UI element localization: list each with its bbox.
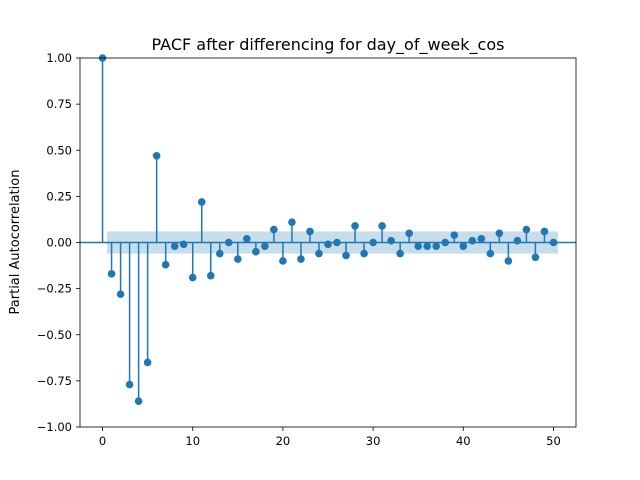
- pacf-point: [324, 240, 332, 249]
- y-tick-label: −0.50: [37, 328, 72, 342]
- pacf-point: [513, 236, 522, 245]
- y-axis-label: Partial Autocorrelation: [8, 170, 23, 315]
- pacf-point: [495, 229, 504, 238]
- pacf-point: [297, 255, 305, 263]
- pacf-point: [270, 225, 278, 234]
- pacf-point: [143, 358, 152, 367]
- x-tick-label: 10: [185, 434, 200, 448]
- pacf-point: [261, 242, 269, 250]
- pacf-point: [125, 380, 134, 389]
- x-axis-ticks: 0 10 20 30 40 50: [99, 427, 561, 448]
- pacf-point: [486, 249, 495, 258]
- chart-title: PACF after differencing for day_of_week_…: [152, 35, 505, 55]
- pacf-point: [396, 249, 404, 258]
- pacf-point: [549, 238, 558, 247]
- pacf-point: [468, 236, 477, 245]
- y-tick-label: 0.50: [46, 143, 72, 157]
- pacf-point: [225, 238, 233, 247]
- x-tick-label: 40: [456, 434, 471, 448]
- y-tick-label: −0.25: [37, 282, 72, 296]
- x-tick-label: 20: [276, 434, 291, 448]
- pacf-point: [360, 249, 368, 258]
- pacf-point: [197, 198, 206, 206]
- pacf-point: [351, 222, 359, 230]
- pacf-point: [252, 247, 260, 256]
- pacf-point: [423, 242, 432, 250]
- pacf-point: [215, 249, 224, 258]
- pacf-point: [279, 257, 287, 265]
- pacf-point: [477, 235, 486, 243]
- pacf-point: [161, 260, 170, 269]
- pacf-point: [504, 257, 513, 265]
- x-tick-label: 50: [546, 434, 561, 448]
- pacf-point: [179, 240, 188, 249]
- pacf-point: [315, 249, 323, 258]
- pacf-point: [531, 253, 540, 262]
- pacf-point: [432, 242, 441, 250]
- marker-layer: [98, 54, 558, 405]
- y-tick-label: −0.75: [37, 374, 72, 388]
- y-tick-label: 0.25: [46, 189, 72, 203]
- x-tick-label: 0: [99, 434, 106, 448]
- y-tick-label: 0.00: [46, 236, 72, 250]
- pacf-point: [522, 225, 531, 234]
- pacf-point: [116, 290, 125, 298]
- y-tick-label: 0.75: [46, 97, 72, 111]
- pacf-point: [450, 231, 459, 239]
- pacf-point: [234, 255, 242, 263]
- pacf-point: [107, 270, 116, 278]
- pacf-point: [540, 227, 549, 236]
- x-tick-label: 30: [366, 434, 381, 448]
- pacf-point: [306, 227, 314, 236]
- y-axis-ticks: −1.00 −0.75 −0.50 −0.25 0.00 0.25 0.50 0.75 1.00: [37, 51, 80, 434]
- pacf-point: [441, 238, 450, 247]
- pacf-point: [333, 238, 341, 247]
- pacf-point: [369, 238, 377, 247]
- pacf-point: [152, 151, 161, 160]
- pacf-point: [342, 251, 350, 260]
- pacf-point: [243, 235, 251, 243]
- pacf-point: [188, 273, 197, 282]
- pacf-point: [459, 242, 468, 250]
- pacf-point: [288, 218, 296, 227]
- pacf-point: [414, 242, 422, 250]
- y-tick-label: 1.00: [46, 51, 72, 65]
- pacf-point: [405, 229, 413, 238]
- y-tick-label: −1.00: [37, 420, 72, 434]
- pacf-point: [170, 242, 179, 250]
- pacf-point: [387, 236, 395, 245]
- pacf-point: [378, 222, 386, 230]
- pacf-point: [134, 397, 143, 405]
- pacf-point: [206, 271, 215, 280]
